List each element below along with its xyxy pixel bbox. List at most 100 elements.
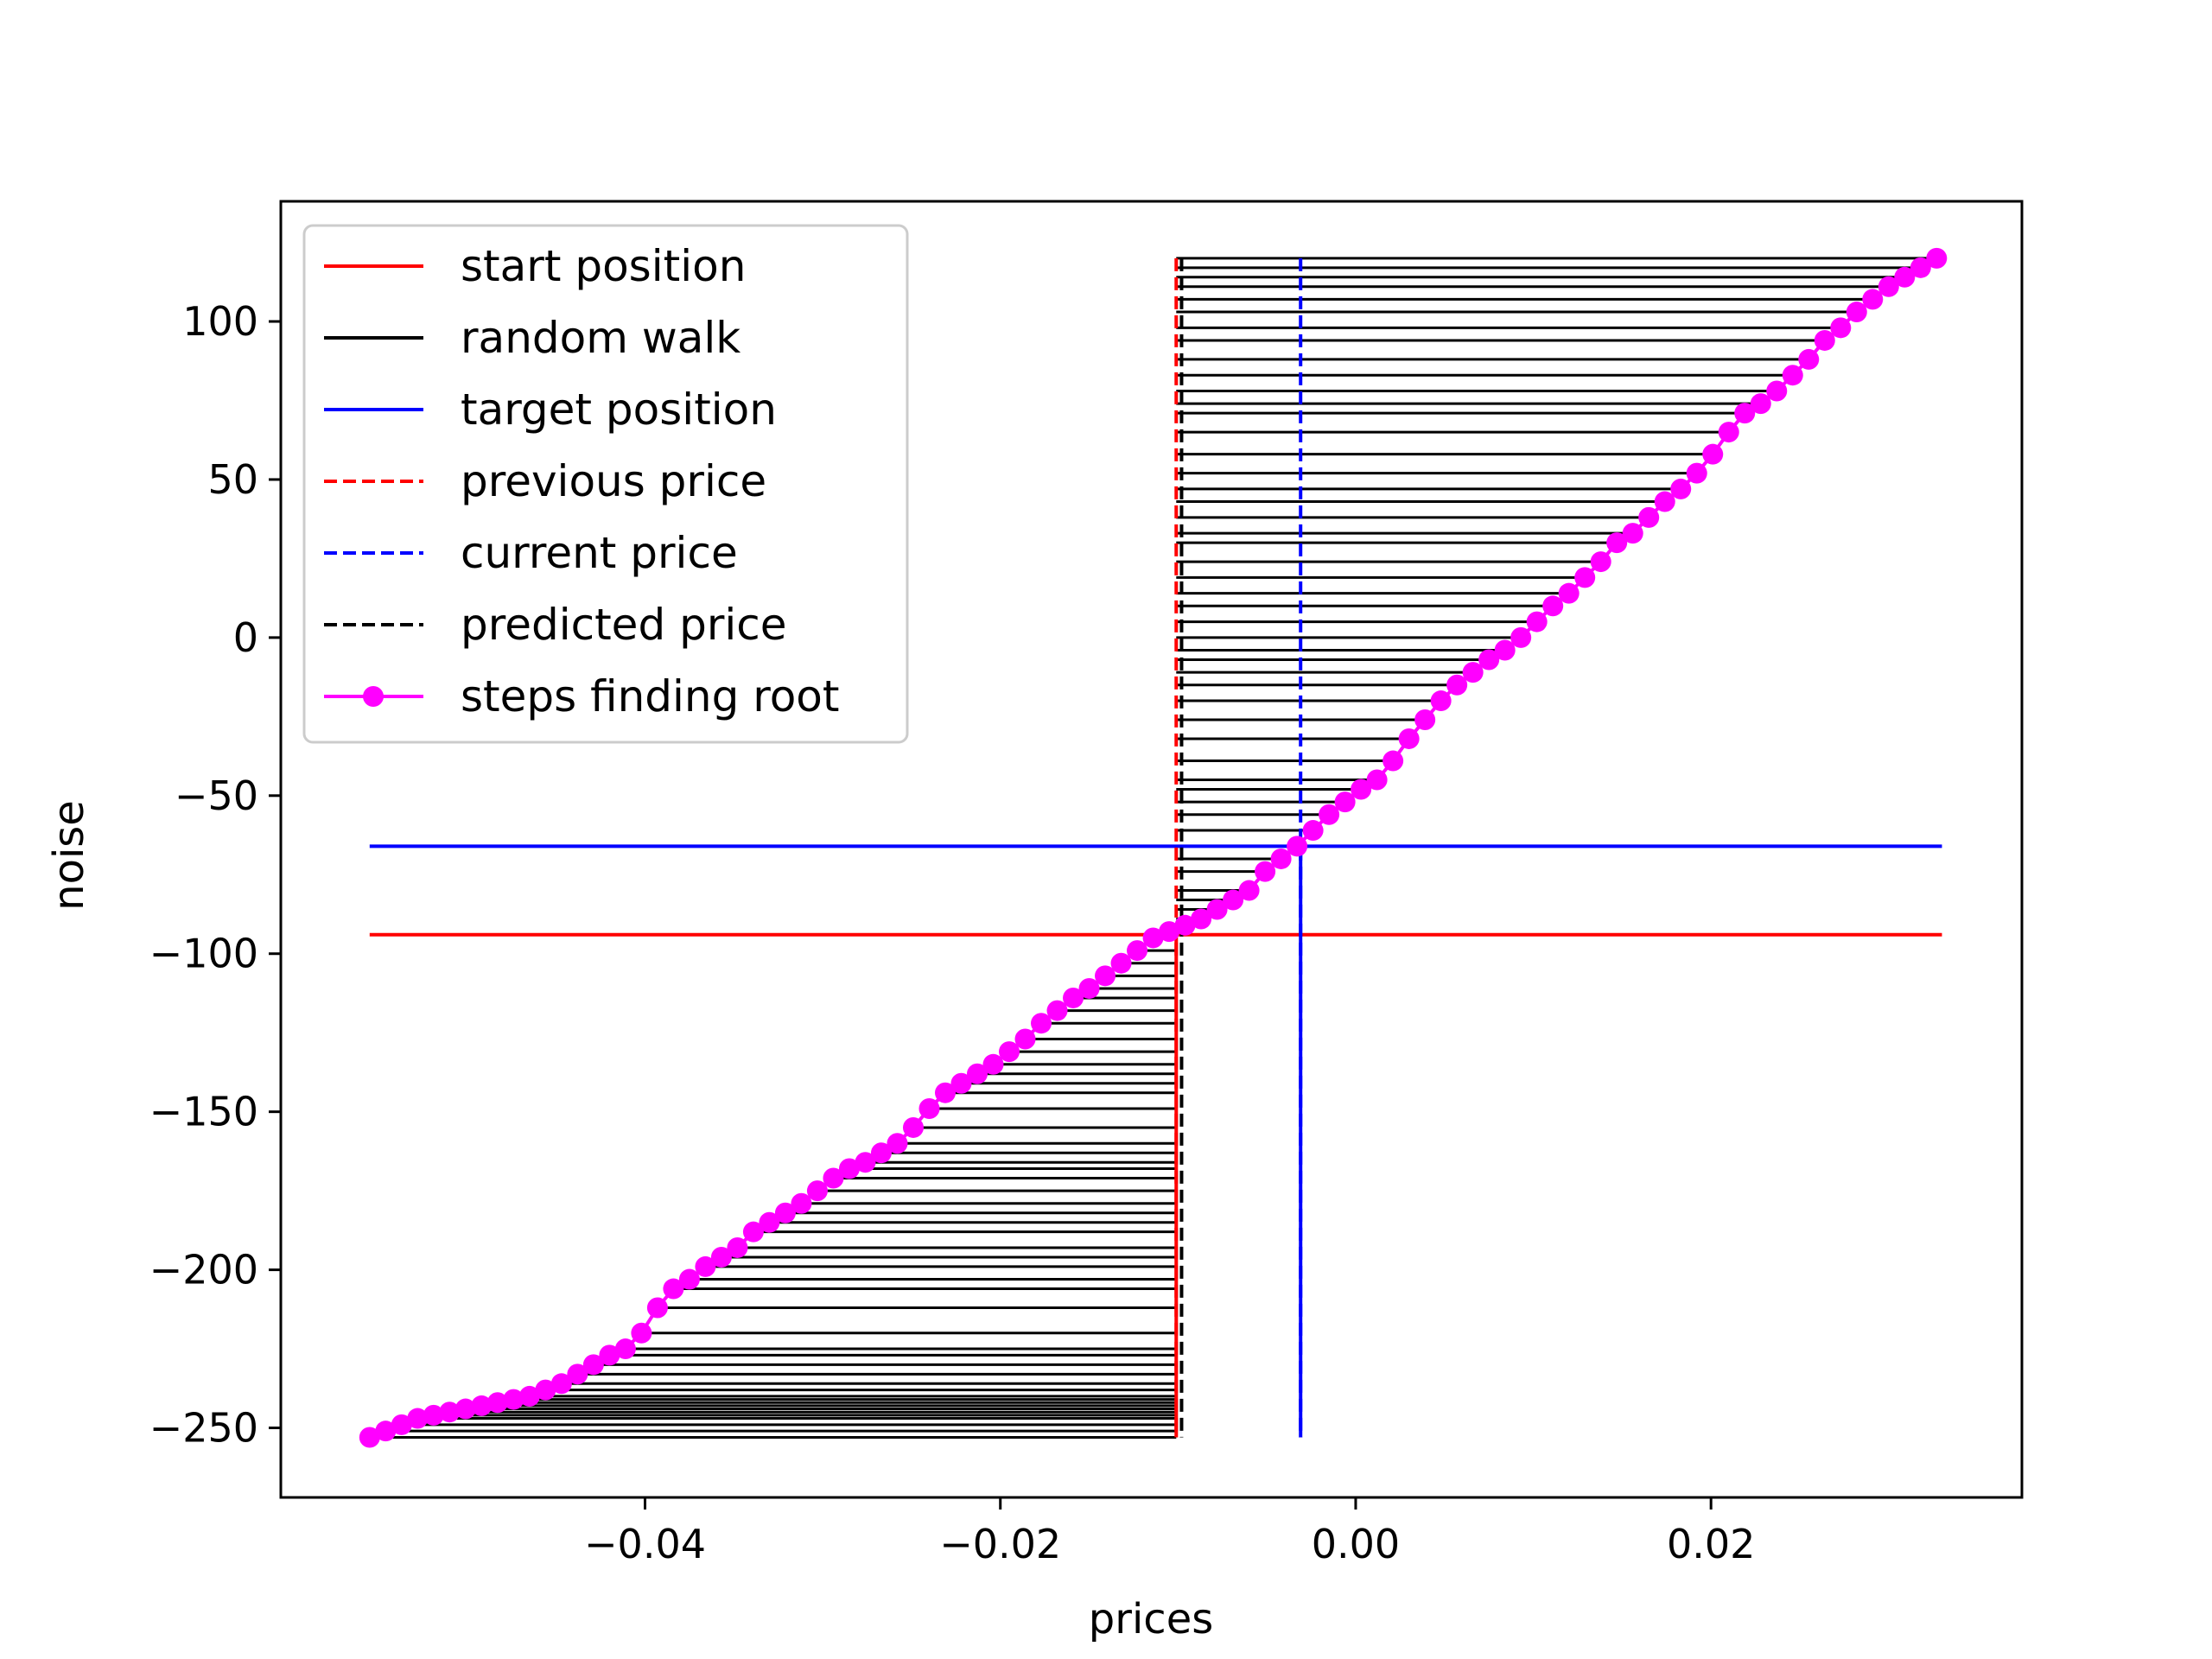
- steps-finding-root-point: [1798, 348, 1820, 370]
- legend-label-steps-finding-root: steps finding root: [461, 671, 839, 721]
- y-tick-label: −150: [149, 1089, 258, 1135]
- steps-finding-root-point: [1334, 791, 1356, 813]
- steps-finding-root-point: [1174, 914, 1196, 936]
- steps-finding-root-point: [1414, 709, 1436, 730]
- legend-label-start-position: start position: [461, 241, 746, 291]
- steps-finding-root-point: [1782, 365, 1803, 386]
- steps-finding-root-point: [631, 1322, 652, 1344]
- steps-finding-root-point: [902, 1116, 924, 1138]
- steps-finding-root-point: [1398, 728, 1420, 749]
- axes-frame: [279, 200, 2024, 1499]
- steps-finding-root-point: [1462, 662, 1484, 683]
- steps-finding-root-point: [1319, 804, 1340, 825]
- steps-finding-root-point: [1031, 1013, 1052, 1034]
- steps-finding-root-point: [1606, 532, 1628, 554]
- x-axis-label: prices: [1089, 1595, 1213, 1643]
- steps-finding-root-point: [887, 1133, 908, 1154]
- legend-label-predicted-price: predicted price: [461, 600, 787, 650]
- steps-finding-root-point: [1095, 965, 1116, 987]
- steps-finding-root-point: [1686, 462, 1707, 484]
- steps-finding-root-point: [1750, 393, 1771, 415]
- x-tick-label: 0.00: [1312, 1521, 1400, 1567]
- steps-finding-root-point: [695, 1255, 716, 1277]
- legend-box: [302, 224, 909, 744]
- steps-finding-root-point: [518, 1385, 540, 1407]
- steps-finding-root-point: [774, 1202, 796, 1224]
- steps-finding-root-point: [1510, 626, 1532, 648]
- legend-marker-steps-finding-root: [363, 686, 384, 707]
- steps-finding-root-point: [678, 1268, 700, 1290]
- steps-finding-root-point: [1255, 861, 1276, 882]
- steps-finding-root-point: [838, 1158, 860, 1179]
- legend-label-random-walk: random walk: [461, 313, 741, 363]
- steps-finding-root-point: [1590, 551, 1611, 573]
- steps-finding-root-point: [982, 1053, 1004, 1075]
- steps-finding-root-point: [1014, 1028, 1036, 1050]
- steps-finding-root-point: [759, 1211, 780, 1233]
- steps-finding-root-point: [1734, 403, 1756, 424]
- steps-finding-root-point: [1063, 987, 1084, 1008]
- steps-finding-root-point: [1558, 582, 1580, 604]
- steps-finding-root-point: [1622, 523, 1643, 544]
- steps-finding-root-point: [1670, 478, 1692, 499]
- steps-finding-root-point: [1814, 329, 1835, 351]
- steps-finding-root-point: [582, 1354, 604, 1376]
- steps-finding-root-point: [1046, 1000, 1068, 1021]
- legend-label-current-price: current price: [461, 528, 738, 578]
- steps-finding-root-point: [1718, 422, 1739, 443]
- steps-finding-root-series: [359, 247, 1948, 1448]
- y-axis-ticks: −250 −200 −150 −100 −50 0 50 100: [149, 298, 281, 1452]
- steps-finding-root-point: [1287, 836, 1308, 857]
- steps-finding-root-point: [1846, 302, 1867, 323]
- steps-finding-root-point: [1910, 257, 1931, 278]
- y-tick-label: 0: [233, 614, 258, 661]
- steps-finding-root-point: [646, 1297, 668, 1319]
- x-tick-label: −0.02: [939, 1521, 1061, 1567]
- steps-finding-root-point: [934, 1082, 956, 1103]
- steps-finding-root-point: [1526, 611, 1548, 632]
- steps-finding-root-point: [1478, 649, 1500, 671]
- steps-finding-root-point: [823, 1167, 844, 1189]
- steps-finding-root-point: [710, 1246, 732, 1268]
- steps-finding-root-point: [391, 1414, 412, 1435]
- steps-finding-root-point: [1078, 977, 1100, 999]
- steps-finding-root-point: [1238, 880, 1260, 901]
- steps-finding-root-point: [663, 1278, 684, 1300]
- steps-finding-root-point: [1430, 690, 1452, 712]
- steps-finding-root-point: [1542, 595, 1564, 617]
- steps-finding-root-point: [375, 1421, 397, 1442]
- steps-finding-root-point: [1110, 952, 1132, 974]
- y-tick-label: −200: [149, 1247, 258, 1294]
- x-tick-label: 0.02: [1667, 1521, 1755, 1567]
- steps-finding-root-point: [1766, 380, 1788, 402]
- legend: start position random walk target positi…: [302, 224, 909, 744]
- steps-finding-root-point: [1926, 247, 1948, 269]
- steps-finding-root-point: [742, 1221, 764, 1243]
- steps-finding-root-point: [1366, 769, 1388, 791]
- steps-finding-root-point: [727, 1236, 748, 1258]
- steps-finding-root-point: [1270, 848, 1292, 869]
- steps-finding-root-point: [1830, 317, 1852, 339]
- y-tick-label: −250: [149, 1405, 258, 1452]
- steps-finding-root-point: [567, 1363, 588, 1385]
- y-axis-label: noise: [45, 800, 93, 911]
- steps-finding-root-point: [1127, 940, 1148, 962]
- steps-finding-root-point: [1159, 921, 1180, 943]
- steps-finding-root-point: [359, 1427, 380, 1448]
- x-tick-label: −0.04: [584, 1521, 706, 1567]
- steps-finding-root-point: [1702, 443, 1724, 465]
- legend-label-previous-price: previous price: [461, 456, 766, 506]
- steps-finding-root-point: [1206, 899, 1228, 920]
- steps-finding-root-point: [918, 1098, 940, 1119]
- x-axis-ticks: −0.04 −0.02 0.00 0.02: [584, 1497, 1755, 1567]
- steps-finding-root-point: [1878, 276, 1899, 297]
- steps-finding-root-point: [407, 1408, 429, 1429]
- steps-finding-root-point: [1862, 289, 1884, 310]
- steps-finding-root-point: [950, 1072, 972, 1094]
- steps-finding-root-point: [1302, 820, 1324, 842]
- steps-finding-root-point: [1894, 266, 1916, 288]
- y-tick-label: −100: [149, 931, 258, 977]
- steps-finding-root-point: [791, 1192, 812, 1214]
- steps-finding-root-point: [870, 1142, 892, 1164]
